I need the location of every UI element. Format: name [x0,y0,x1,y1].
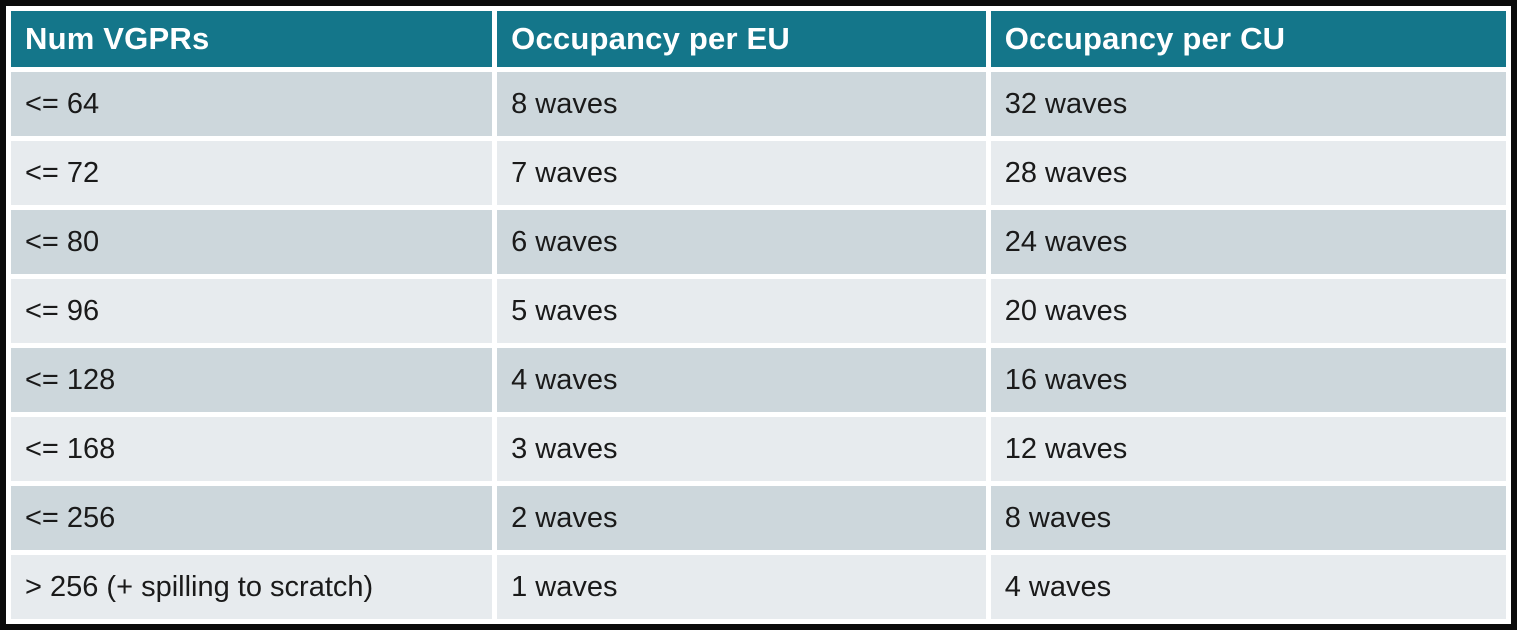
cell: 2 waves [497,486,986,550]
table-row: <= 128 4 waves 16 waves [11,348,1506,412]
cell: 4 waves [497,348,986,412]
cell: <= 128 [11,348,493,412]
cell: 5 waves [497,279,986,343]
cell: <= 64 [11,72,493,136]
table-row: > 256 (+ spilling to scratch) 1 waves 4 wa… [11,555,1506,619]
cell: 28 waves [990,141,1506,205]
cell: <= 96 [11,279,493,343]
cell: 1 waves [497,555,986,619]
cell: <= 80 [11,210,493,274]
cell: <= 72 [11,141,493,205]
cell: 8 waves [990,486,1506,550]
cell: <= 256 [11,486,493,550]
column-header-1: Occupancy per EU [497,11,986,67]
column-header-2: Occupancy per CU [990,11,1506,67]
table-row: <= 256 2 waves 8 waves [11,486,1506,550]
table-row: <= 64 8 waves 32 waves [11,72,1506,136]
cell: 32 waves [990,72,1506,136]
table-body: <= 64 8 waves 32 waves <= 72 7 waves 28 waves… [11,72,1506,619]
cell: > 256 (+ spilling to scratch) [11,555,493,619]
table-row: <= 72 7 waves 28 waves [11,141,1506,205]
cell: 12 waves [990,417,1506,481]
cell: 24 waves [990,210,1506,274]
cell: <= 168 [11,417,493,481]
cell: 6 waves [497,210,986,274]
column-header-0: Num VGPRs [11,11,493,67]
vgpr-occupancy-table: Num VGPRs Occupancy per EU Occupancy per C… [6,6,1511,624]
cell: 16 waves [990,348,1506,412]
cell: 4 waves [990,555,1506,619]
header-row: Num VGPRs Occupancy per EU Occupancy per C… [11,11,1506,67]
cell: 8 waves [497,72,986,136]
cell: 3 waves [497,417,986,481]
cell: 7 waves [497,141,986,205]
table-row: <= 168 3 waves 12 waves [11,417,1506,481]
table-row: <= 80 6 waves 24 waves [11,210,1506,274]
cell: 20 waves [990,279,1506,343]
table-row: <= 96 5 waves 20 waves [11,279,1506,343]
